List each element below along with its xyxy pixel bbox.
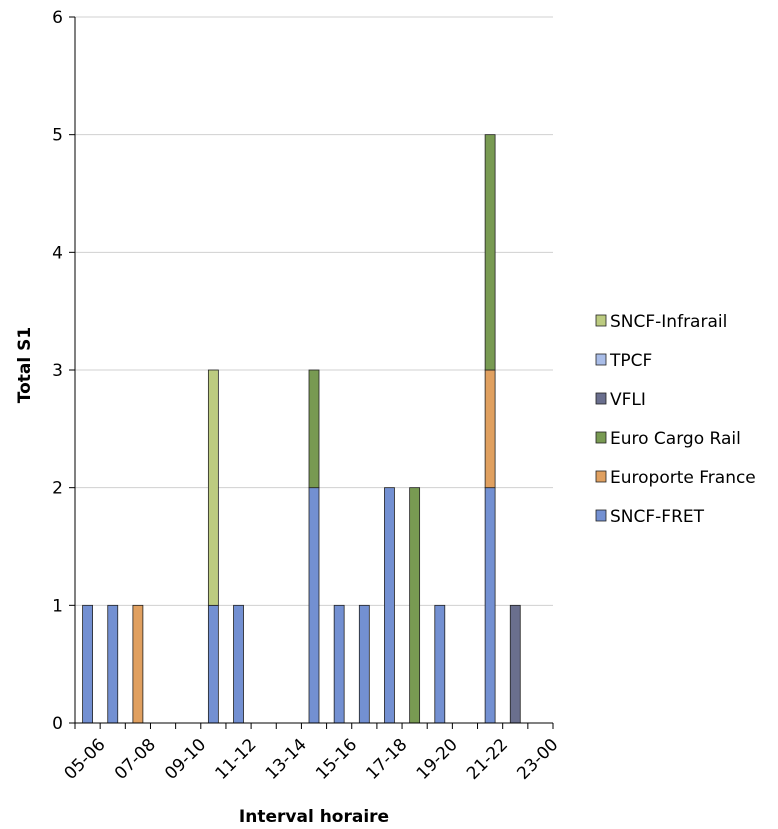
legend-swatch — [595, 431, 607, 444]
x-tick-label: 21-22 — [463, 735, 512, 784]
bar-segment — [484, 369, 496, 489]
legend-label: TPCF — [609, 351, 652, 371]
bar-segment — [409, 487, 421, 724]
x-tick-label: 05-06 — [61, 735, 110, 784]
x-axis-title: Interval horaire — [239, 807, 389, 827]
x-tick-label: 07-08 — [111, 735, 160, 784]
y-tick-label: 2 — [52, 479, 63, 499]
bar-segment — [384, 487, 395, 724]
legend-swatch — [595, 392, 607, 405]
bar-segment — [358, 604, 370, 724]
y-tick-label: 5 — [52, 126, 63, 146]
y-tick-label: 0 — [52, 714, 63, 734]
legend-swatch — [595, 353, 607, 366]
bar-segment — [333, 604, 345, 724]
bar-segment — [509, 604, 521, 724]
legend-label: SNCF-FRET — [610, 507, 705, 527]
legend-swatch — [595, 470, 607, 483]
bar-segment — [233, 604, 244, 724]
legend-label: Europorte France — [610, 468, 756, 488]
x-tick-label: 23-00 — [513, 735, 562, 784]
bar-segment — [207, 369, 219, 606]
y-tick-label: 3 — [52, 361, 63, 381]
bar-segment — [308, 369, 320, 489]
legend-swatch — [595, 509, 607, 522]
y-tick-labels: 0 1 2 3 4 5 6 — [52, 8, 63, 734]
legend: SNCF-Infrarail TPCF VFLI Euro Cargo Rail Eur… — [595, 312, 756, 527]
legend-label: SNCF-Infrarail — [610, 312, 727, 332]
y-tick-label: 4 — [52, 243, 63, 263]
bar-segment — [107, 604, 119, 724]
y-tick-label: 6 — [52, 8, 63, 28]
bars — [82, 134, 521, 724]
x-tick-label: 13-14 — [262, 735, 311, 784]
legend-swatch — [595, 314, 607, 327]
bar-segment — [207, 604, 219, 724]
y-axis-title: Total S1 — [15, 327, 35, 403]
x-tick-label: 09-10 — [161, 735, 210, 784]
x-tick-label: 11-12 — [211, 735, 260, 784]
x-tick-label: 17-18 — [362, 735, 411, 784]
y-tick-label: 1 — [52, 596, 63, 616]
bar-segment — [132, 604, 144, 724]
bar-segment — [434, 604, 446, 724]
x-tick-label: 19-20 — [413, 735, 462, 784]
x-tick-label: 15-16 — [312, 735, 361, 784]
axes — [69, 16, 554, 729]
bar-segment — [484, 134, 496, 371]
legend-label: VFLI — [610, 390, 646, 410]
legend-label: Euro Cargo Rail — [610, 429, 741, 449]
bar-segment — [308, 487, 320, 724]
x-tick-labels: 05-06 07-08 09-10 11-12 13-14 15-16 17-18 19-20… — [61, 735, 563, 784]
bar-segment — [82, 604, 93, 724]
bar-segment — [484, 487, 496, 724]
